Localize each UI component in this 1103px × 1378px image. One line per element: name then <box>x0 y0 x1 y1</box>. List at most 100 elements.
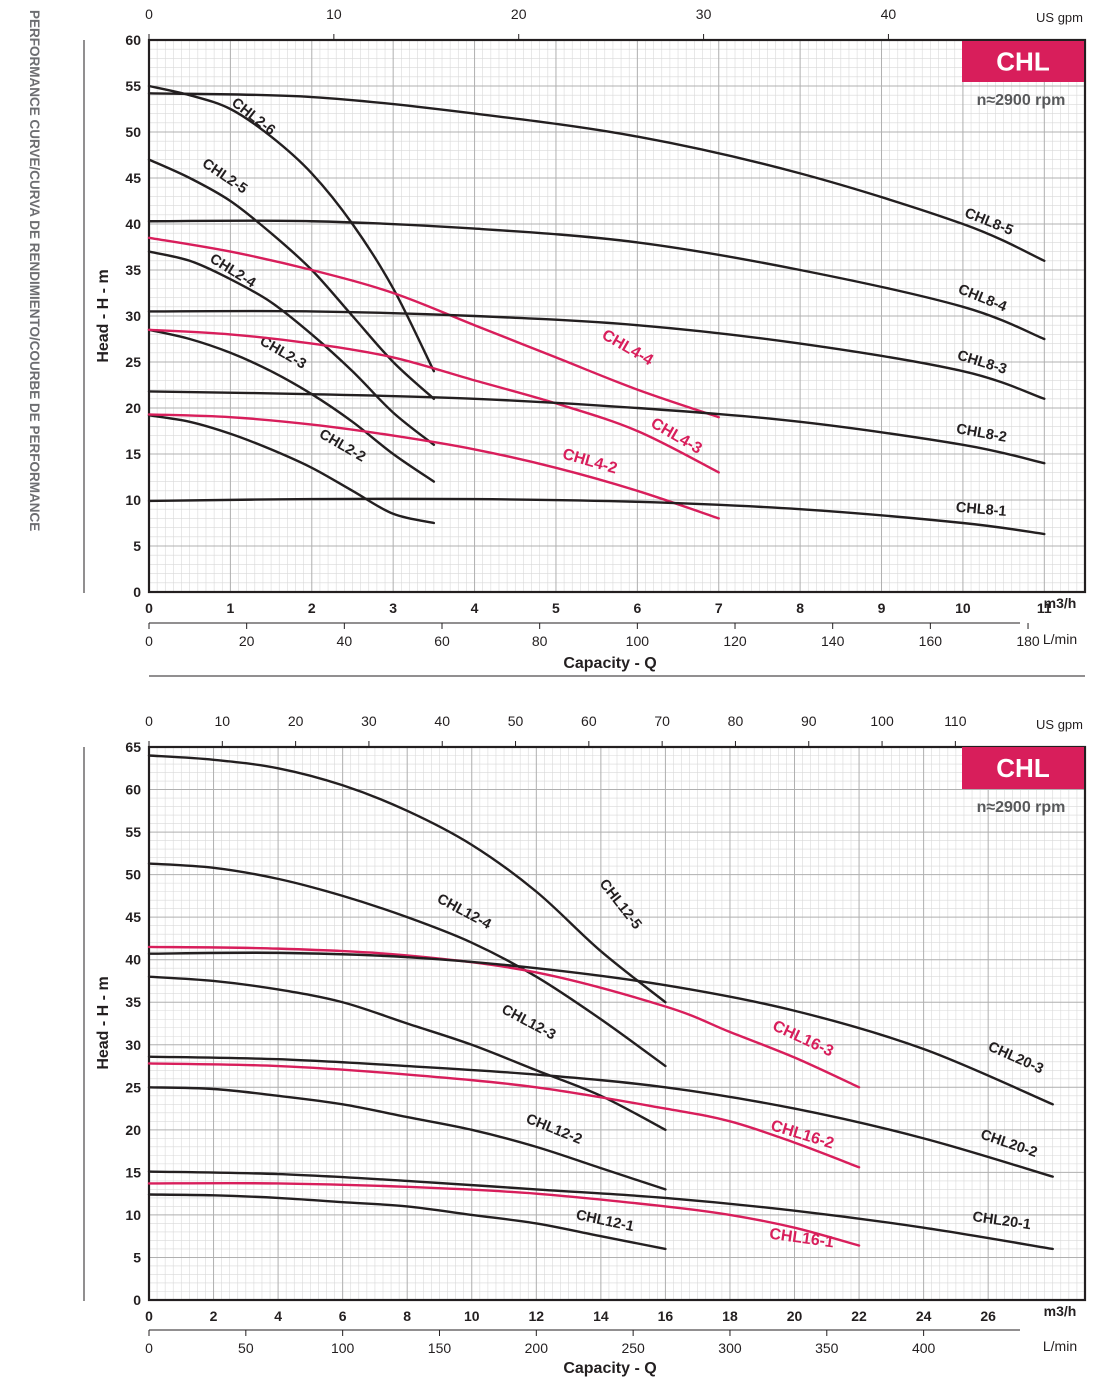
curve-chl2-5 <box>147 158 436 400</box>
x-tick-label: 1 <box>226 600 234 616</box>
x-axis-title: Capacity - Q <box>563 1360 656 1377</box>
model-badge <box>962 41 1084 82</box>
x-tick-label: 24 <box>916 1308 932 1324</box>
curve-chl2-2 <box>147 414 436 525</box>
gpm-unit-label: US gpm <box>1036 10 1083 25</box>
gpm-tick-label: 30 <box>361 713 377 729</box>
y-axis-title: Head - H - m <box>95 976 112 1069</box>
x-tick-label: 6 <box>633 600 641 616</box>
lmin-tick-label: 400 <box>912 1340 936 1356</box>
y-tick-label: 5 <box>133 1249 141 1265</box>
lmin-tick-label: 140 <box>821 633 845 649</box>
x-unit-label: m3/h <box>1044 1303 1077 1319</box>
y-tick-label: 20 <box>125 1122 141 1138</box>
x-tick-label: 0 <box>145 1308 153 1324</box>
curve-chl4-3 <box>147 328 720 474</box>
curve-chl16-2 <box>147 1062 861 1169</box>
x-tick-label: 8 <box>403 1308 411 1324</box>
gpm-tick-label: 60 <box>581 713 597 729</box>
y-tick-label: 35 <box>125 262 141 278</box>
side-title: PERFORMANCE CURVE/CURVA DE RENDIMIENTO/C… <box>27 10 42 531</box>
gpm-tick-label: 10 <box>326 6 342 22</box>
lmin-tick-label: 350 <box>815 1340 839 1356</box>
gpm-tick-label: 20 <box>511 6 527 22</box>
gpm-tick-label: 40 <box>434 713 450 729</box>
x-tick-label: 2 <box>210 1308 218 1324</box>
y-axis-title: Head - H - m <box>95 269 112 362</box>
lmin-tick-label: 150 <box>428 1340 452 1356</box>
lmin-tick-label: 60 <box>434 633 450 649</box>
lmin-tick-label: 160 <box>919 633 943 649</box>
x-tick-label: 22 <box>851 1308 867 1324</box>
gpm-tick-label: 40 <box>881 6 897 22</box>
x-tick-label: 4 <box>274 1308 282 1324</box>
y-tick-label: 10 <box>125 1207 141 1223</box>
y-tick-label: 15 <box>125 1164 141 1180</box>
x-tick-label: 2 <box>308 600 316 616</box>
y-tick-label: 65 <box>125 739 141 755</box>
gpm-tick-label: 0 <box>145 6 153 22</box>
curve-chl4-2 <box>147 413 720 520</box>
x-unit-label: m3/h <box>1044 595 1077 611</box>
curve-chl2-3 <box>147 328 436 483</box>
curve-chl20-1 <box>147 1170 1054 1251</box>
x-tick-label: 6 <box>339 1308 347 1324</box>
x-axis-title: Capacity - Q <box>563 655 656 672</box>
curve-chl20-3 <box>147 951 1054 1106</box>
x-tick-label: 18 <box>722 1308 738 1324</box>
curve-chl16-1 <box>147 1181 861 1247</box>
curve-chl12-4 <box>147 862 667 1068</box>
curve-label: CHL12-2 <box>524 1111 585 1148</box>
y-tick-label: 60 <box>125 782 141 798</box>
lmin-tick-label: 20 <box>239 633 255 649</box>
gpm-tick-label: 50 <box>508 713 524 729</box>
x-tick-label: 4 <box>471 600 479 616</box>
gpm-tick-label: 10 <box>215 713 231 729</box>
lmin-tick-label: 200 <box>525 1340 549 1356</box>
lmin-unit-label: L/min <box>1043 1338 1077 1354</box>
x-tick-label: 10 <box>464 1308 480 1324</box>
curve-label: CHL12-5 <box>596 876 645 932</box>
plot-frame <box>147 38 1087 594</box>
curve-chl4-4 <box>147 236 720 419</box>
curve-label: CHL8-4 <box>956 282 1009 316</box>
y-tick-label: 25 <box>125 354 141 370</box>
curve-label: CHL20-1 <box>971 1209 1031 1233</box>
x-tick-label: 10 <box>955 600 971 616</box>
curve-chl12-3 <box>147 975 667 1132</box>
lmin-tick-label: 100 <box>331 1340 355 1356</box>
y-tick-label: 50 <box>125 124 141 140</box>
curve-chl12-2 <box>147 1086 667 1191</box>
gpm-unit-label: US gpm <box>1036 717 1083 732</box>
lmin-tick-label: 250 <box>621 1340 645 1356</box>
gpm-tick-label: 30 <box>696 6 712 22</box>
side-title-text: PERFORMANCE CURVE/CURVA DE RENDIMIENTO/C… <box>27 10 42 531</box>
x-tick-label: 20 <box>787 1308 803 1324</box>
curve-chl8-5 <box>147 92 1046 262</box>
curve-label: CHL12-1 <box>574 1207 635 1235</box>
curve-chl8-1 <box>147 497 1046 536</box>
lmin-tick-label: 0 <box>145 633 153 649</box>
curve-chl16-3 <box>147 945 861 1089</box>
y-tick-label: 55 <box>125 78 141 94</box>
y-tick-label: 45 <box>125 170 141 186</box>
lmin-tick-label: 180 <box>1016 633 1040 649</box>
lmin-tick-label: 50 <box>238 1340 254 1356</box>
curve-label: CHL4-4 <box>599 327 656 370</box>
curve-label: CHL4-2 <box>560 446 619 478</box>
y-tick-label: 55 <box>125 824 141 840</box>
model-badge-text: CHL <box>996 753 1050 783</box>
y-tick-label: 5 <box>133 538 141 554</box>
curve-chl2-6 <box>147 84 436 373</box>
y-tick-label: 35 <box>125 994 141 1010</box>
x-tick-label: 9 <box>878 600 886 616</box>
curve-chl20-2 <box>147 1055 1054 1178</box>
y-tick-label: 20 <box>125 400 141 416</box>
x-tick-label: 8 <box>796 600 804 616</box>
speed-label: n≈2900 rpm <box>977 799 1066 816</box>
y-tick-label: 30 <box>125 308 141 324</box>
x-tick-label: 5 <box>552 600 560 616</box>
curve-label: CHL4-3 <box>648 415 705 458</box>
